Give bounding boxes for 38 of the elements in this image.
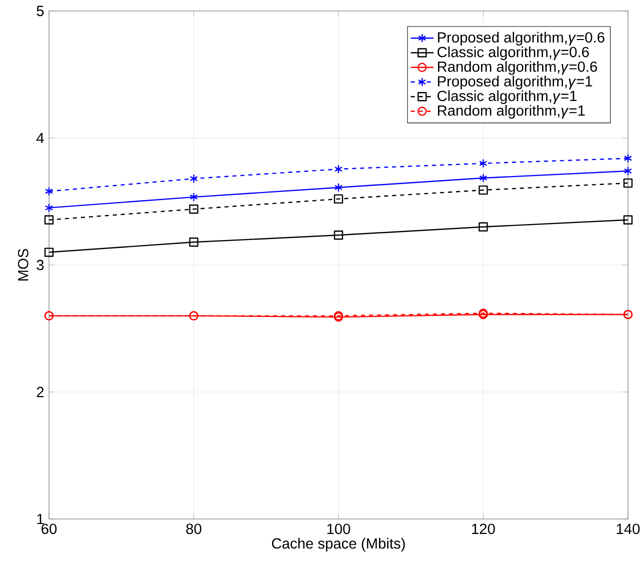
y-tick-label: 2 — [36, 386, 44, 398]
point — [478, 222, 488, 232]
point — [624, 166, 632, 176]
x-axis-title: Cache space (Mbits) — [272, 538, 405, 552]
point — [623, 215, 633, 224]
legend-label: Random algorithm,γ=1 — [438, 104, 585, 119]
point — [190, 174, 198, 184]
x-tick-label: 100 — [327, 524, 350, 534]
legend-label: Classic algorithm,γ=1 — [438, 90, 577, 104]
point — [189, 204, 198, 214]
point — [624, 154, 632, 163]
point — [334, 164, 343, 174]
point — [44, 186, 54, 196]
point — [190, 192, 198, 202]
point — [44, 248, 54, 257]
point — [189, 238, 198, 247]
y-tick-label: 4 — [36, 132, 44, 144]
legend-label: Classic algorithm,γ=0.6 — [438, 46, 589, 60]
point — [334, 194, 344, 204]
y-axis-title: MOS — [18, 248, 28, 280]
legend-label: Proposed algorithm,γ=1 — [438, 76, 592, 90]
y-tick-label: 1 — [37, 514, 44, 524]
point — [44, 203, 54, 212]
point — [334, 182, 343, 192]
point — [478, 185, 488, 195]
point — [623, 178, 633, 188]
x-tick-label: 120 — [472, 524, 495, 534]
legend-label: Random algorithm,γ=0.6 — [438, 61, 598, 75]
legend-label: Proposed algorithm,γ=0.6 — [438, 32, 604, 46]
x-tick-label: 80 — [186, 524, 202, 534]
y-tick-label: 3 — [36, 260, 44, 270]
point — [479, 158, 488, 168]
x-tick-label: 140 — [616, 524, 640, 534]
point — [44, 215, 54, 224]
x-tick-label: 60 — [42, 524, 57, 534]
y-tick-label: 5 — [36, 6, 44, 16]
point — [479, 173, 488, 183]
point — [334, 230, 344, 240]
